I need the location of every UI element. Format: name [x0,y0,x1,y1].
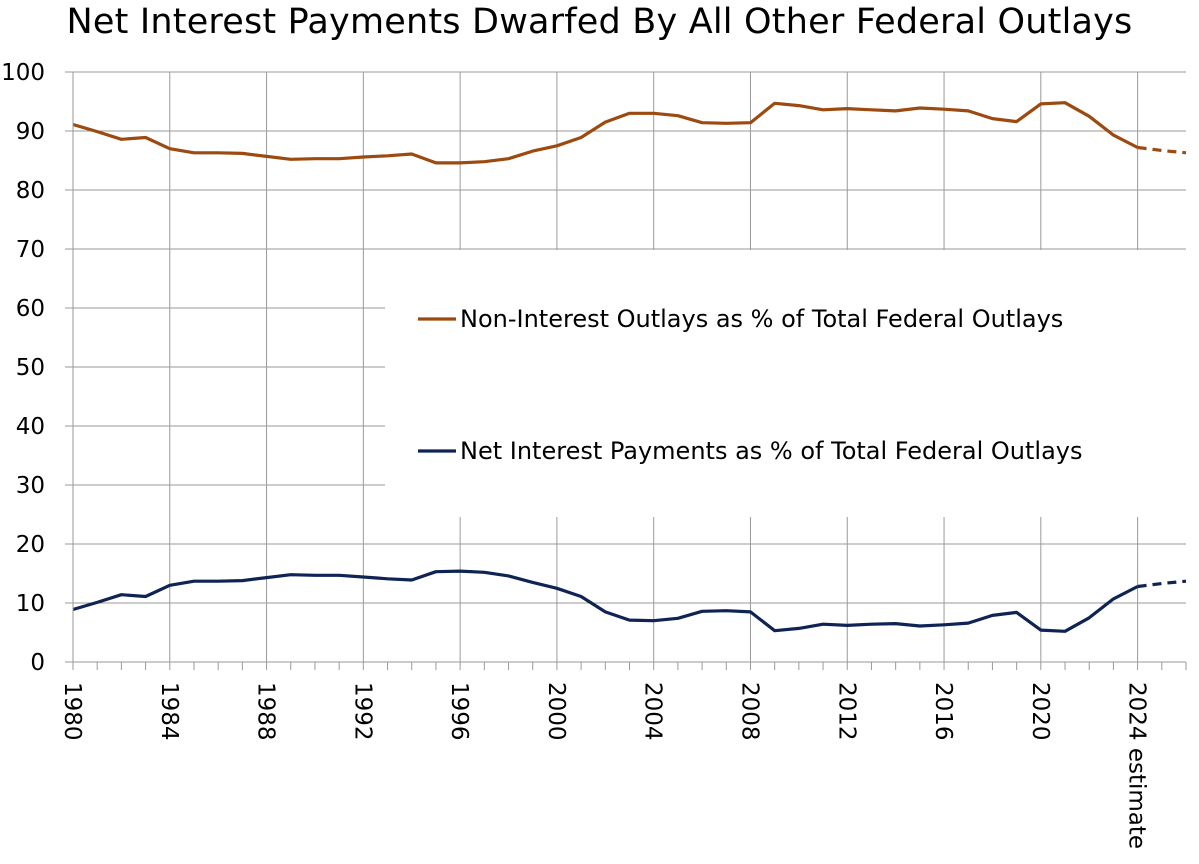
x-tick-label: 1988 [253,682,279,741]
x-tick-label: 2000 [543,682,569,741]
x-tick-label: 2004 [640,682,666,741]
y-tick-label: 40 [16,414,45,440]
chart-title: Net Interest Payments Dwarfed By All Oth… [66,2,1133,42]
legend-box [385,250,1186,517]
x-tick-label: 2012 [833,682,859,741]
y-tick-label: 30 [16,473,45,499]
x-tick-label: 1984 [156,682,182,741]
series-estimate-line-2 [1137,579,1187,589]
y-tick-label: 60 [16,296,45,322]
x-tick-label: 2016 [930,682,956,741]
y-tick-label: 20 [16,532,45,558]
x-tick-label: 1992 [349,682,375,741]
y-tick-label: 100 [1,60,45,86]
y-tick-label: 80 [16,178,45,204]
y-tick-label: 50 [16,355,45,381]
x-tick-label: 2020 [1027,682,1053,741]
legend-label-1: Non-Interest Outlays as % of Total Feder… [460,305,1063,333]
x-tick-label: 1980 [59,682,85,741]
x-tick-label: 2008 [736,682,762,741]
series-line-1 [72,101,1139,165]
y-tick-label: 10 [16,591,45,617]
x-tick-label: 2024 estimate [1124,682,1150,849]
y-tick-label: 70 [16,237,45,263]
legend-label-2: Net Interest Payments as % of Total Fede… [460,437,1083,465]
y-tick-label: 0 [30,650,45,676]
series-estimate-line-1 [1137,145,1187,155]
x-tick-label: 1996 [446,682,472,741]
y-tick-label: 90 [16,119,45,145]
series-line-2 [72,569,1139,633]
